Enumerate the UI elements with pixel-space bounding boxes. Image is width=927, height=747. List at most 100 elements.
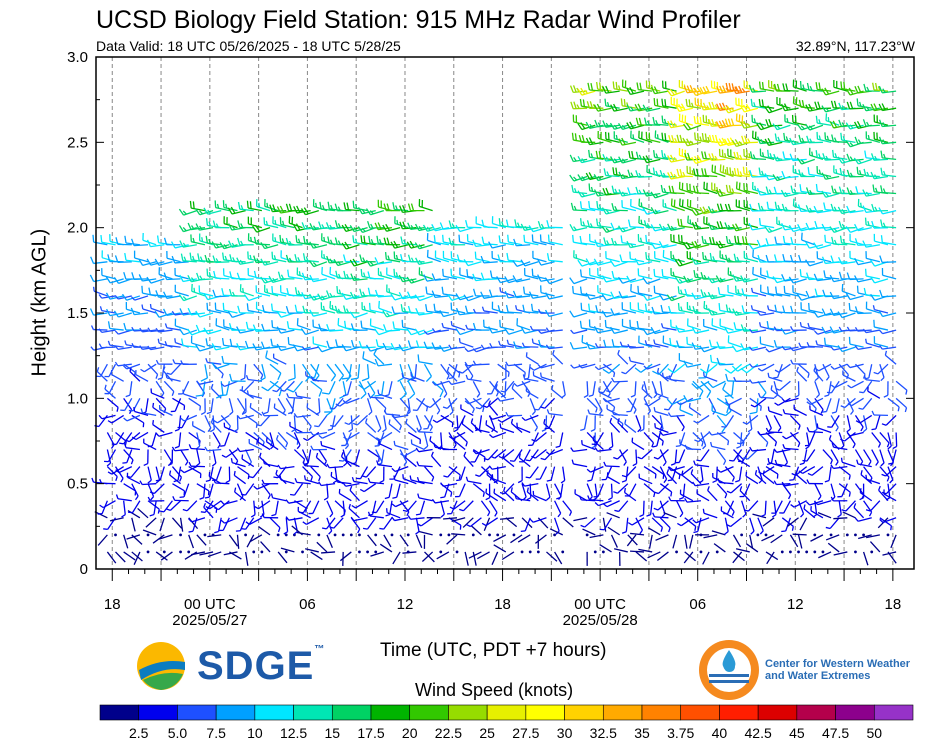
wind-barb	[313, 312, 328, 317]
wind-barb-flag	[671, 185, 675, 194]
wind-barb-flag	[219, 394, 227, 397]
wind-barb-flag	[391, 467, 396, 472]
wind-barb	[689, 534, 694, 549]
wind-barb-flag	[708, 431, 713, 436]
wind-barb-flag	[472, 322, 477, 331]
wind-barb-flag	[146, 239, 152, 247]
wind-barb	[423, 415, 433, 428]
wind-barb-flag	[859, 497, 864, 501]
wind-barb-flag	[143, 462, 149, 467]
wind-barb	[402, 295, 417, 300]
wind-barb	[681, 466, 694, 476]
wind-barb-flag	[436, 410, 441, 415]
wind-barb	[508, 226, 523, 229]
wind-barb-flag	[728, 185, 732, 193]
wind-barb	[407, 398, 411, 413]
wind-barb-flag	[195, 208, 201, 216]
wind-barb	[752, 244, 767, 250]
wind-barb-flag	[877, 443, 882, 448]
wind-barb	[659, 466, 668, 480]
wind-barb-flag	[724, 394, 733, 398]
wind-barb	[830, 483, 836, 498]
wind-barb	[646, 363, 661, 370]
wind-barb-flag	[789, 254, 794, 263]
wind-barb-flag	[650, 224, 656, 232]
wind-barb-flag	[878, 85, 883, 94]
wind-barb-flag	[220, 382, 225, 387]
x-tick-label: 00 UTC	[574, 596, 626, 613]
wind-barb	[842, 290, 856, 297]
wind-barb-flag	[455, 307, 460, 316]
wind-barb	[776, 243, 791, 246]
wind-barb	[746, 414, 759, 425]
wind-barb-flag	[608, 445, 614, 450]
wind-barb-flag	[688, 402, 691, 408]
wind-barb	[166, 327, 181, 331]
calm-dot	[333, 533, 337, 537]
wind-barb	[882, 261, 897, 264]
wind-barb-flag	[743, 509, 749, 512]
wind-barb-flag	[309, 431, 314, 436]
wind-barb-flag	[505, 361, 509, 366]
wind-barb-flag	[603, 237, 607, 245]
wind-barb-flag	[847, 384, 852, 389]
wind-barb	[491, 329, 506, 334]
wind-barb	[874, 240, 889, 246]
wind-barb	[339, 492, 352, 502]
wind-barb-flag	[774, 236, 778, 244]
wind-barb	[573, 209, 588, 212]
wind-barb	[104, 388, 116, 399]
wind-barb-flag	[538, 339, 542, 348]
wind-barb-flag	[678, 496, 684, 500]
wind-barb-flag	[426, 226, 431, 231]
wind-barb	[472, 483, 485, 493]
wind-barb-flag	[587, 82, 591, 91]
wind-barb-flag	[348, 503, 351, 509]
wind-barb-flag	[569, 277, 575, 284]
wind-barb-flag	[309, 309, 314, 317]
wind-barb-flag	[701, 151, 704, 159]
wind-barb-flag	[606, 390, 611, 393]
wind-barb-flag	[576, 104, 580, 109]
wind-barb	[605, 257, 620, 263]
wind-barb	[776, 293, 791, 297]
wind-barb	[453, 500, 466, 510]
wind-barb-flag	[749, 203, 753, 212]
wind-barb	[648, 397, 661, 407]
wind-barb-flag	[723, 460, 727, 466]
wind-barb-flag	[577, 156, 583, 163]
wind-barb	[655, 426, 669, 434]
wind-barb-flag	[199, 256, 203, 262]
wind-barb-flag	[420, 270, 423, 276]
wind-barb-flag	[236, 343, 241, 351]
wind-barb	[813, 370, 824, 382]
wind-barb	[331, 415, 336, 430]
wind-barb	[602, 363, 615, 374]
wind-barb-flag	[595, 218, 599, 226]
wind-barb	[467, 261, 482, 267]
wind-barb	[683, 551, 694, 564]
wind-barb-flag	[449, 411, 454, 416]
wind-barb	[862, 551, 869, 566]
wind-barb-flag	[361, 209, 366, 214]
wind-barb	[720, 510, 734, 519]
wind-barb-flag	[791, 526, 794, 531]
wind-barb-flag	[120, 478, 124, 483]
wind-barb-flag	[103, 528, 108, 531]
wind-barb	[446, 534, 458, 545]
wind-barb	[885, 466, 897, 477]
wind-barb-flag	[691, 156, 697, 164]
wind-barb-flag	[281, 238, 285, 243]
wind-barb-flag	[761, 170, 764, 176]
wind-barb	[532, 517, 547, 523]
wind-barb-flag	[362, 527, 368, 530]
wind-barb-flag	[653, 268, 656, 277]
wind-barb	[835, 398, 840, 413]
wind-barb	[491, 295, 506, 298]
wind-barb	[879, 466, 890, 478]
wind-barb-flag	[312, 225, 317, 230]
wind-barb-flag	[882, 122, 886, 127]
wind-barb	[643, 466, 657, 475]
wind-barb-flag	[537, 274, 542, 282]
wind-barb	[606, 312, 620, 318]
